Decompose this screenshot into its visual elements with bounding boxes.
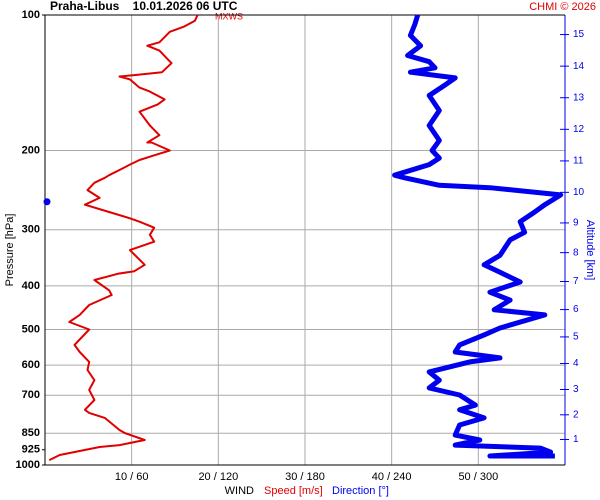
y2-tick-label: 2 [573,409,579,420]
y2-tick-label: 1 [573,434,579,445]
annotation: MXWS [215,11,243,21]
y-tick-label: 850 [22,427,40,439]
y-tick-label: 600 [22,359,40,371]
y2-tick-label: 3 [573,384,579,395]
y2-tick-label: 4 [573,358,579,369]
y-tick-label: 1000 [16,459,40,471]
y2-tick-label: 5 [573,332,579,343]
y2-tick-label: 8 [573,247,579,258]
legend-speed: Speed [m/s] [264,485,323,497]
y2-tick-label: 9 [573,218,579,229]
y2-tick-label: 15 [573,29,585,40]
y-tick-label: 100 [22,9,40,21]
y-tick-label: 400 [22,280,40,292]
y2-tick-label: 13 [573,92,585,103]
level-marker [43,198,51,206]
y2-tick-label: 6 [573,304,579,315]
y-tick-label: 300 [22,224,40,236]
x-tick-label: 50 / 300 [458,471,498,483]
y-tick-label: 500 [22,323,40,335]
y2-axis-label: Altitude [km] [584,220,596,281]
chart-title: Praha-Libus 10.01.2026 06 UTC [50,0,238,13]
y-tick-label: 700 [22,389,40,401]
y2-tick-label: 12 [573,124,585,135]
y2-tick-label: 10 [573,187,585,198]
credit: CHMI © 2026 [529,1,596,13]
profile-line [392,14,564,459]
y-tick-label: 925 [22,444,40,456]
x-axis-label: WIND [225,485,254,497]
profile-line [48,14,199,461]
y-tick-label: 200 [22,144,40,156]
x-tick-label: 20 / 120 [198,471,238,483]
y2-tick-label: 14 [573,61,585,72]
x-tick-label: 30 / 180 [285,471,325,483]
x-tick-label: 10 / 60 [115,471,149,483]
y-axis-label: Pressure [hPa] [4,214,16,287]
y2-tick-label: 11 [573,156,584,167]
x-tick-label: 40 / 240 [372,471,412,483]
legend-direction: Direction [°] [332,485,389,497]
y2-tick-label: 7 [573,276,579,287]
